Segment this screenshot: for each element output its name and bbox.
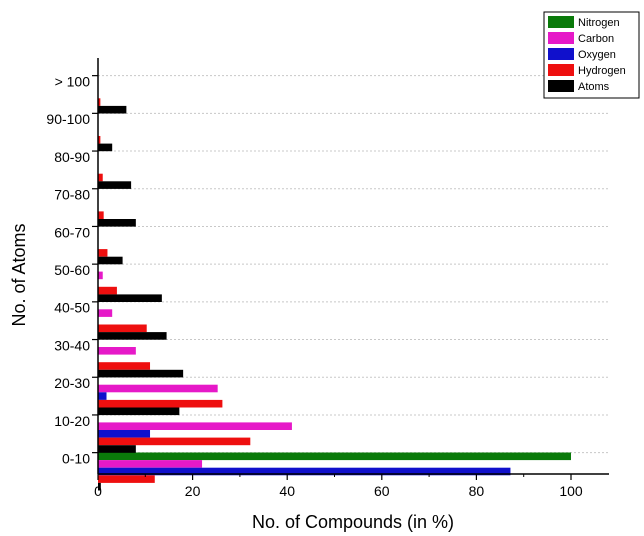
x-tick-label: 40 <box>279 483 295 499</box>
y-tick-label: 80-90 <box>54 149 90 165</box>
y-ticks: 0-10 10-20 20-30 30-40 40-50 50-60 60-70 70-80 8… <box>46 74 98 467</box>
legend-swatch-oxygen <box>548 48 574 60</box>
x-tick-label: 0 <box>94 483 102 499</box>
bar-carbon-3 <box>98 347 136 355</box>
y-tick-label: 0-10 <box>62 451 90 467</box>
bar-hydrogen-6 <box>98 249 108 257</box>
bar-atoms-0 <box>98 482 101 491</box>
bar-hydrogen-7 <box>98 211 104 219</box>
x-tick-label: 60 <box>374 483 390 499</box>
legend-swatch-hydrogen <box>548 64 574 76</box>
bar-atoms-6 <box>98 256 123 265</box>
bar-atoms-5 <box>98 294 162 302</box>
x-tick-label: 80 <box>469 483 485 499</box>
bar-oxygen-0 <box>98 467 511 476</box>
legend-swatch-nitrogen <box>548 16 574 28</box>
x-tick-label: 100 <box>559 483 583 499</box>
x-ticks: 0 20 40 60 80 100 <box>94 474 583 499</box>
y-tick-label: 60-70 <box>54 224 90 240</box>
bar-atoms-3 <box>98 369 184 378</box>
gridlines <box>98 75 609 454</box>
x-axis-title: No. of Compounds (in %) <box>252 512 454 532</box>
bar-atoms-8 <box>98 181 132 189</box>
legend-label-oxygen: Oxygen <box>578 49 616 61</box>
bar-hydrogen-5 <box>98 286 117 295</box>
bar-hydrogen-1 <box>98 437 251 446</box>
bar-hydrogen-3 <box>98 362 151 370</box>
bar-hydrogen-9 <box>98 136 101 144</box>
y-tick-label: 50-60 <box>54 262 90 278</box>
bar-hydrogen-8 <box>98 173 103 182</box>
legend-label-hydrogen: Hydrogen <box>578 65 626 77</box>
legend: Nitrogen Carbon Oxygen Hydrogen Atoms <box>543 11 640 99</box>
y-axis-title: No. of Atoms <box>9 223 29 326</box>
y-tick-label: > 100 <box>55 74 91 90</box>
y-tick-label: 90-100 <box>46 111 90 127</box>
bar-carbon-4 <box>98 309 113 317</box>
legend-label-nitrogen: Nitrogen <box>578 17 620 29</box>
bar-nitrogen-0 <box>98 452 571 461</box>
y-tick-label: 10-20 <box>54 413 90 429</box>
bar-atoms-2 <box>98 407 180 416</box>
x-tick-label: 20 <box>185 483 201 499</box>
bar-hydrogen-2 <box>98 399 223 408</box>
y-tick-label: 20-30 <box>54 375 90 391</box>
bar-atoms-1 <box>98 445 136 453</box>
bar-atoms-7 <box>98 219 136 227</box>
bar-atoms-9 <box>98 143 113 152</box>
bar-hydrogen-10 <box>98 98 101 106</box>
legend-label-atoms: Atoms <box>578 81 610 93</box>
bar-carbon-1 <box>98 422 292 430</box>
bars <box>98 98 571 491</box>
legend-swatch-atoms <box>548 80 574 92</box>
y-tick-label: 30-40 <box>54 337 90 353</box>
legend-swatch-carbon <box>548 32 574 44</box>
bar-hydrogen-0 <box>98 475 155 483</box>
bar-hydrogen-4 <box>98 324 147 333</box>
legend-label-carbon: Carbon <box>578 33 614 45</box>
bar-oxygen-2 <box>98 392 107 400</box>
bar-carbon-5 <box>98 271 103 280</box>
bar-atoms-10 <box>98 105 127 114</box>
bar-carbon-2 <box>98 384 218 393</box>
bar-carbon-0 <box>98 460 203 468</box>
bar-oxygen-1 <box>98 430 151 438</box>
bar-atoms-4 <box>98 332 167 340</box>
y-tick-label: 40-50 <box>54 300 90 316</box>
y-tick-label: 70-80 <box>54 187 90 203</box>
